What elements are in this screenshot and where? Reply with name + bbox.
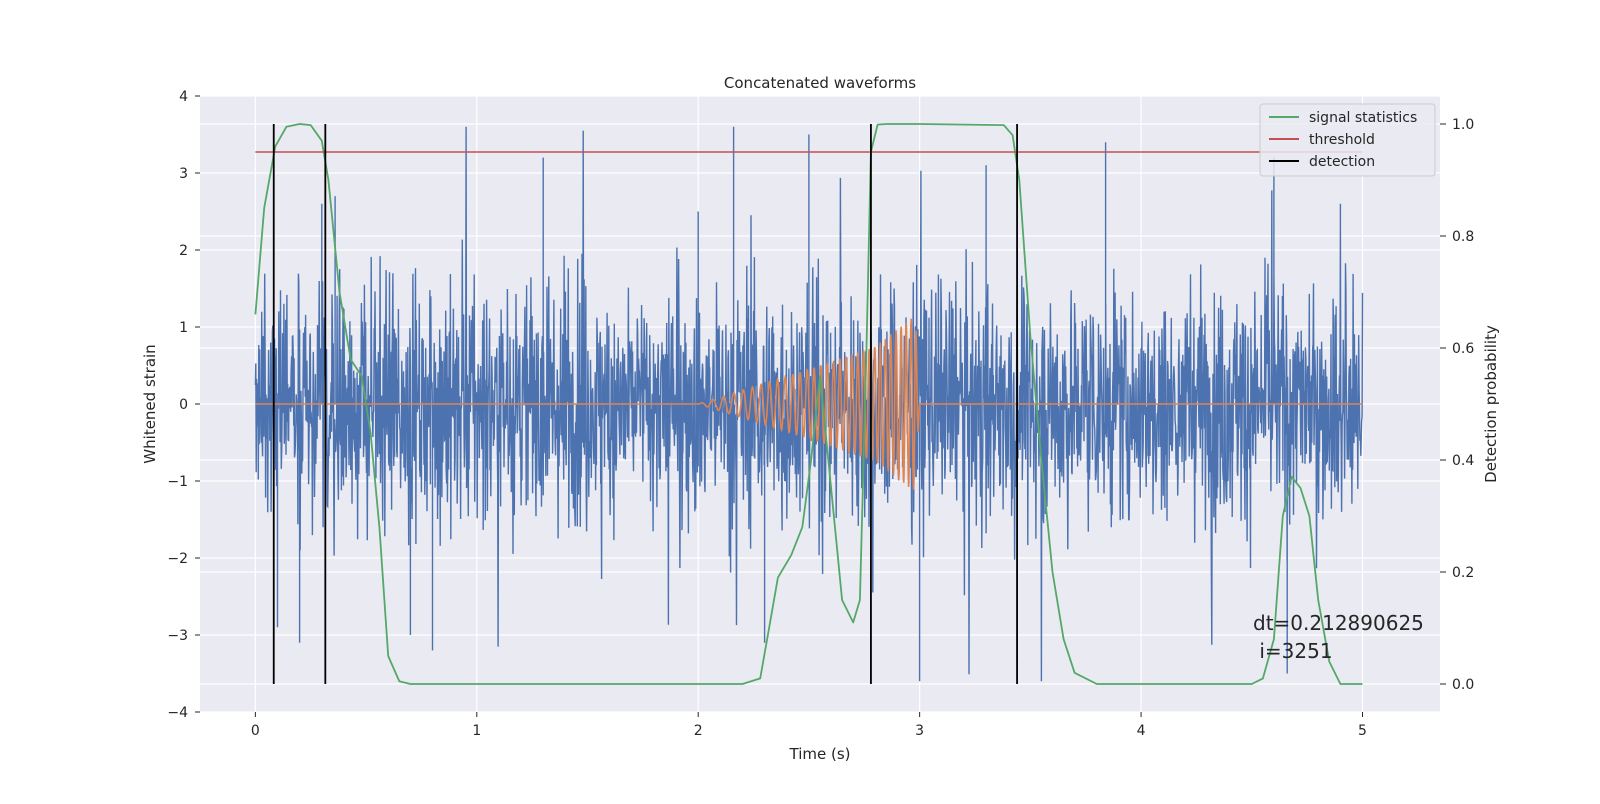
signal-statistics-series — [254, 123, 1363, 685]
y-axis-label: Whitened strain — [141, 344, 159, 463]
y2-tick-label: 0.2 — [1452, 565, 1474, 581]
x-tick-label: 4 — [1137, 723, 1146, 739]
y-tick-label: −3 — [167, 628, 188, 644]
y-tick-label: 0 — [179, 397, 188, 413]
y2-tick-label: 0.0 — [1452, 677, 1474, 693]
legend-box — [1259, 103, 1436, 177]
detection-series — [272, 124, 1018, 684]
y-tick-label: −4 — [167, 705, 188, 721]
y-tick-label: 4 — [179, 89, 188, 105]
chart-title: Concatenated waveforms — [724, 74, 916, 92]
y-tick-label: −1 — [167, 474, 188, 490]
y-tick-label: 3 — [179, 166, 188, 182]
y2-axis-label: Detection probability — [1482, 325, 1500, 483]
y2-tick-label: 0.8 — [1452, 229, 1474, 245]
x-tick-label: 2 — [694, 723, 703, 739]
y2-tick-label: 1.0 — [1452, 117, 1474, 133]
x-tick-label: 3 — [915, 723, 924, 739]
y2-tick-label: 0.6 — [1452, 341, 1474, 357]
y-tick-label: 2 — [179, 243, 188, 259]
x-axis-label: Time (s) — [789, 745, 851, 763]
y-tick-label: 1 — [179, 320, 188, 336]
x-tick-label: 5 — [1358, 723, 1367, 739]
chirp-series — [255, 318, 1363, 490]
chirp-line — [255, 318, 1363, 490]
tick-labels: 0 1 2 3 4 5 −4 −3 −2 −1 0 1 2 3 4 0.0 0.2 0.4 0.6 0.8 1.0 — [167, 89, 1474, 739]
x-tick-label: 1 — [472, 723, 481, 739]
legend-label-signal-statistics: signal statistics — [1309, 110, 1417, 126]
signal-statistics-line — [254, 123, 1363, 685]
annotation-dt: dt=0.212890625 — [1253, 611, 1424, 635]
legend: signal statistics threshold detection — [1259, 103, 1436, 177]
legend-label-threshold: threshold — [1309, 132, 1375, 148]
y-tick-label: −2 — [167, 551, 188, 567]
y2-tick-label: 0.4 — [1452, 453, 1474, 469]
x-tick-label: 0 — [251, 723, 260, 739]
legend-label-detection: detection — [1309, 154, 1375, 170]
annotation-i: i=3251 — [1253, 639, 1333, 663]
